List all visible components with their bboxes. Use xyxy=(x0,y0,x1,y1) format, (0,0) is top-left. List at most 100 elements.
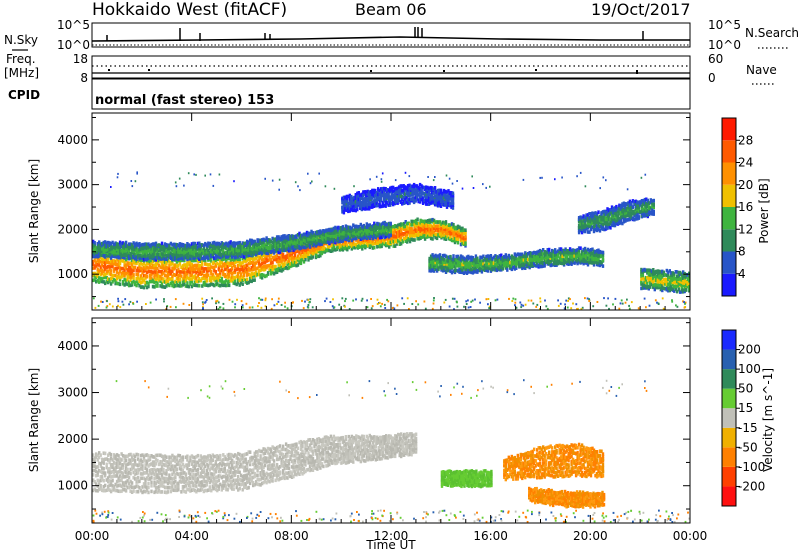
data-cell xyxy=(305,252,309,256)
data-cell xyxy=(471,264,475,269)
data-cell xyxy=(598,220,602,224)
data-cell xyxy=(150,250,153,255)
data-cell xyxy=(597,223,600,228)
data-cell xyxy=(93,271,96,276)
data-cell xyxy=(228,274,231,279)
data-cell xyxy=(205,262,208,267)
data-cell xyxy=(133,281,137,285)
data-cell xyxy=(109,251,113,255)
data-cell xyxy=(130,275,134,279)
data-cell xyxy=(368,223,371,227)
data-cell xyxy=(343,227,346,231)
data-cell xyxy=(204,258,207,263)
data-cell xyxy=(266,251,270,256)
data-cell xyxy=(247,272,250,277)
data-cell xyxy=(606,207,609,211)
data-cell xyxy=(160,255,164,260)
data-cell xyxy=(597,210,600,214)
data-cell xyxy=(461,270,464,275)
power-data-marks xyxy=(92,171,690,310)
data-cell xyxy=(648,212,651,217)
data-cell xyxy=(571,259,575,263)
data-cell xyxy=(407,237,410,241)
data-cell xyxy=(524,266,527,270)
data-cell xyxy=(461,231,464,236)
data-cell xyxy=(474,260,478,265)
data-cell xyxy=(601,210,605,214)
data-cell xyxy=(277,263,280,267)
data-cell xyxy=(449,223,452,228)
data-cell xyxy=(577,223,581,228)
data-cell xyxy=(127,261,131,266)
nsky-panel-frame xyxy=(91,22,691,48)
data-cell xyxy=(240,272,243,276)
data-cell xyxy=(132,241,135,245)
data-cell xyxy=(123,264,126,268)
data-cell xyxy=(344,242,348,246)
data-cell xyxy=(479,266,482,271)
data-cell xyxy=(246,267,249,272)
data-cell xyxy=(150,279,153,284)
data-cell xyxy=(343,231,346,235)
data-cell xyxy=(471,267,475,272)
data-cell xyxy=(313,251,316,255)
data-cell xyxy=(426,224,430,228)
data-cell xyxy=(169,246,173,251)
data-cell xyxy=(260,251,264,256)
data-cell xyxy=(127,242,131,246)
data-cell xyxy=(211,265,214,270)
data-cell xyxy=(217,241,220,246)
data-cell xyxy=(252,260,255,264)
data-cell xyxy=(255,270,258,275)
data-cell xyxy=(392,244,395,248)
data-cell xyxy=(109,247,113,252)
data-cell xyxy=(153,257,156,261)
data-cell xyxy=(214,249,217,253)
data-cell xyxy=(531,263,534,267)
data-cell xyxy=(634,207,638,211)
data-cell xyxy=(247,261,250,266)
data-cell xyxy=(637,205,641,210)
data-cell xyxy=(222,262,225,267)
data-cell xyxy=(95,250,98,255)
data-cell xyxy=(561,261,564,266)
data-cell xyxy=(178,261,182,266)
data-cell xyxy=(253,278,256,282)
data-cell xyxy=(193,252,197,257)
data-cell xyxy=(262,253,265,258)
data-cell xyxy=(542,256,545,260)
data-cell xyxy=(539,264,542,269)
data-cell xyxy=(138,256,141,261)
data-cell xyxy=(521,262,524,266)
data-cell xyxy=(139,261,143,266)
data-cell xyxy=(243,270,246,275)
data-cell xyxy=(600,226,603,231)
data-cell xyxy=(223,273,226,277)
data-cell xyxy=(159,243,162,248)
data-cell xyxy=(262,242,265,247)
data-cell xyxy=(249,279,252,283)
data-cell xyxy=(410,237,413,242)
data-cell xyxy=(461,265,464,269)
data-cell xyxy=(644,280,648,284)
data-cell xyxy=(298,250,301,254)
data-cell xyxy=(428,268,431,273)
data-cell xyxy=(642,213,645,218)
data-cell xyxy=(452,269,455,273)
data-cell xyxy=(344,229,348,233)
data-cell xyxy=(362,227,365,232)
data-cell xyxy=(467,261,470,266)
data-cell xyxy=(192,267,195,272)
data-cell xyxy=(281,237,285,241)
data-cell xyxy=(241,270,244,274)
data-cell xyxy=(118,242,122,247)
data-cell xyxy=(625,210,629,215)
data-cell xyxy=(156,274,159,278)
data-cell xyxy=(645,197,648,202)
data-cell xyxy=(465,271,469,275)
data-cell xyxy=(213,246,216,250)
data-cell xyxy=(548,262,551,266)
data-cell xyxy=(96,270,99,275)
data-cell xyxy=(216,247,219,252)
data-cell xyxy=(647,286,650,291)
